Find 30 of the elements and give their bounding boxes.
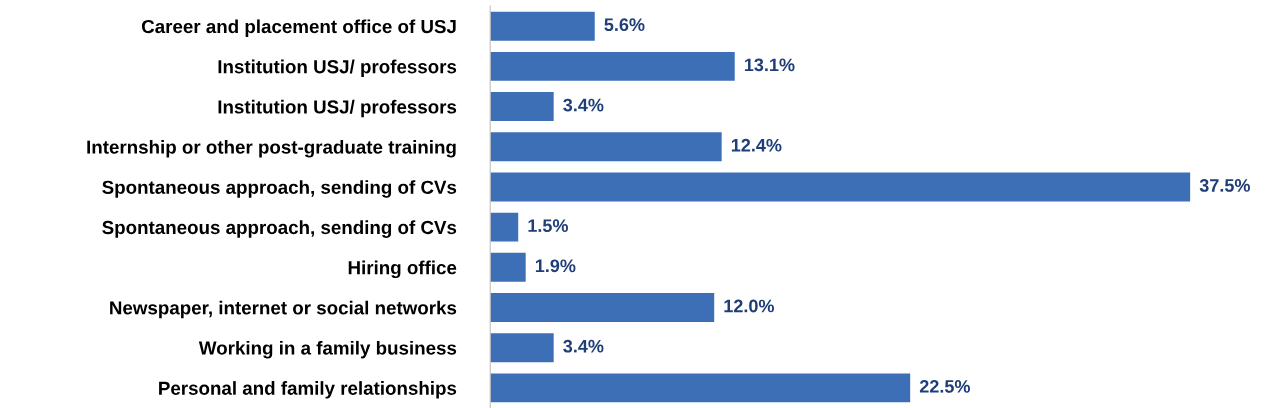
bar — [490, 11, 595, 41]
y-tick-label: Newspaper, internet or social networks — [110, 300, 457, 319]
y-tick-label: Career and placement office of USJ — [141, 19, 456, 37]
y-tick-label: Spontaneous approach, sending of CVs — [102, 220, 457, 238]
bar — [490, 333, 554, 363]
y-tick-label: Institution USJ/ professors — [218, 99, 457, 118]
data-label: 37.5% — [1199, 179, 1250, 192]
bar — [490, 92, 554, 122]
bar — [490, 293, 715, 322]
data-label: 13.1% — [744, 58, 795, 72]
data-label: 12.0% — [724, 299, 775, 313]
data-label: 5.6% — [604, 18, 645, 32]
y-tick-label: Hiring office — [348, 260, 457, 279]
bar — [490, 51, 735, 81]
y-tick-label: Spontaneous approach, sending of CVs — [102, 180, 457, 198]
bar — [490, 212, 519, 242]
bar — [490, 252, 526, 282]
bar — [490, 172, 1191, 202]
data-label: 3.4% — [563, 98, 604, 112]
data-label: 3.4% — [563, 339, 604, 353]
data-label: 22.5% — [919, 379, 970, 393]
y-tick-label: Working in a family business — [198, 340, 457, 359]
data-label: 12.4% — [731, 138, 782, 152]
bar — [490, 132, 722, 162]
y-tick-label: Internship or other post-graduate training — [87, 139, 456, 158]
data-label: 1.5% — [528, 219, 568, 232]
data-label: 1.9% — [535, 259, 576, 273]
y-tick-label: Institution USJ/ professors — [218, 59, 457, 78]
bar — [490, 373, 911, 403]
y-tick-label: Personal and family relationships — [159, 381, 457, 399]
